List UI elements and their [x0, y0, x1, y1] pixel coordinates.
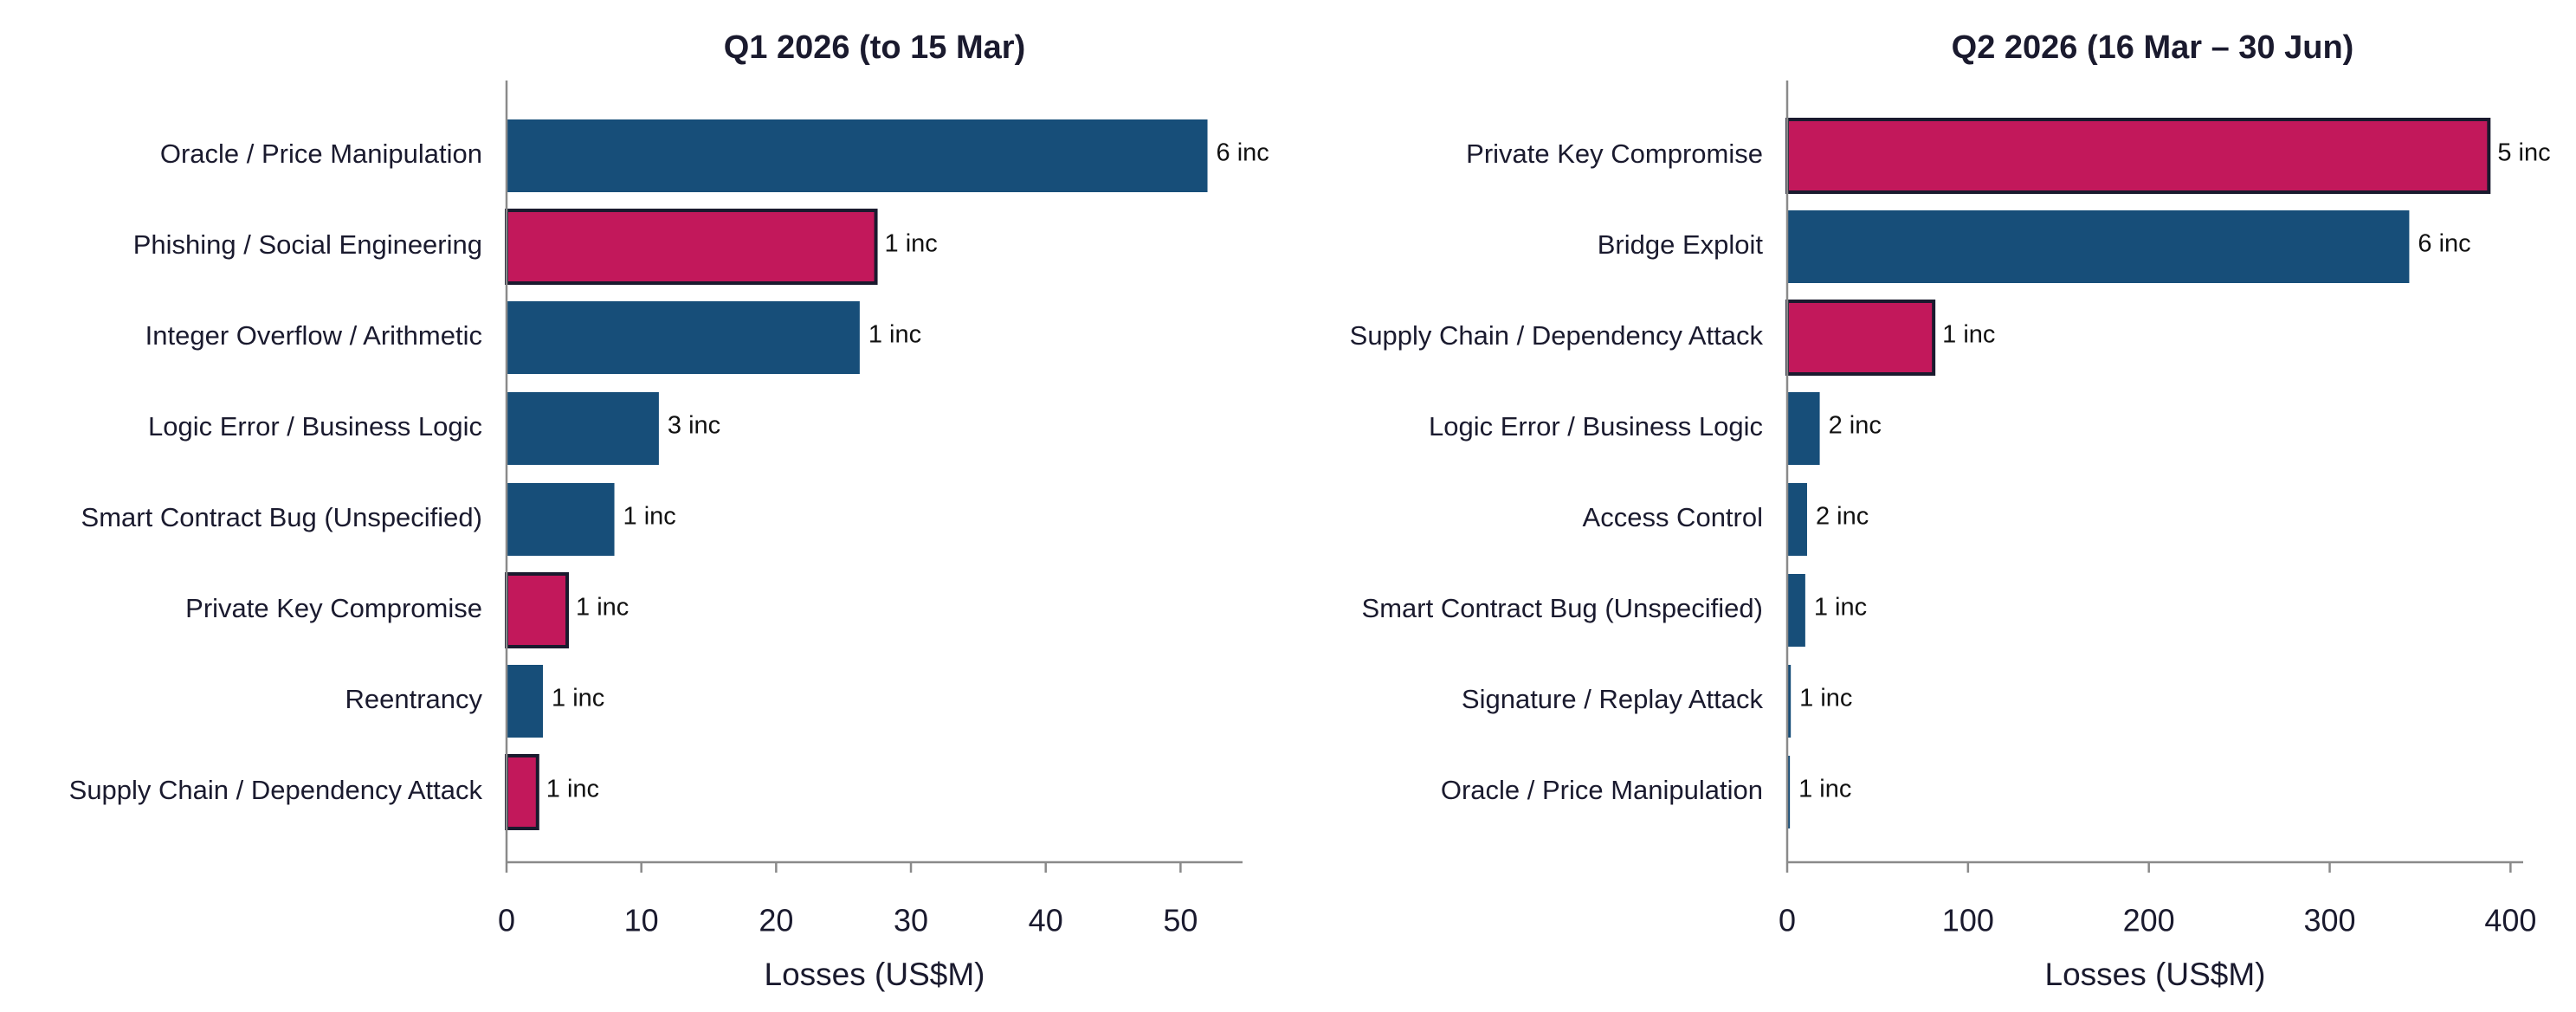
- bar: [507, 392, 659, 465]
- x-axis-title: Losses (US$M): [765, 957, 985, 992]
- category-label: Integer Overflow / Arithmetic: [145, 320, 482, 351]
- data-label: 1 inc: [1814, 594, 1867, 622]
- x-axis-title: Losses (US$M): [2045, 957, 2266, 992]
- x-tick-label: 100: [1942, 903, 1994, 938]
- category-label: Smart Contract Bug (Unspecified): [1362, 593, 1763, 623]
- bar: [505, 754, 539, 830]
- x-tick-label: 40: [1029, 903, 1063, 938]
- data-label: 1 inc: [623, 503, 676, 531]
- data-label: 1 inc: [1942, 321, 1995, 349]
- category-label: Logic Error / Business Logic: [148, 411, 482, 442]
- data-label: 6 inc: [2418, 230, 2470, 258]
- data-label: 1 inc: [868, 321, 921, 349]
- data-label: 2 inc: [1829, 412, 1882, 440]
- category-label: Private Key Compromise: [1466, 139, 1763, 169]
- category-label: Logic Error / Business Logic: [1429, 411, 1763, 442]
- bar: [507, 119, 1208, 192]
- bar: [507, 483, 615, 556]
- x-tick-label: 0: [1779, 903, 1796, 938]
- bar: [1787, 392, 1820, 465]
- data-label: 1 inc: [546, 776, 599, 803]
- bar: [505, 209, 878, 285]
- category-label: Private Key Compromise: [185, 593, 482, 623]
- x-tick-label: 200: [2123, 903, 2175, 938]
- category-label: Access Control: [1583, 502, 1763, 532]
- category-label: Supply Chain / Dependency Attack: [69, 775, 483, 805]
- x-tick-label: 10: [624, 903, 659, 938]
- data-label: 1 inc: [1799, 685, 1852, 712]
- data-label: 2 inc: [1816, 503, 1869, 531]
- bar: [505, 572, 570, 648]
- bar: [1787, 210, 2410, 283]
- category-label: Oracle / Price Manipulation: [160, 139, 482, 169]
- category-label: Bridge Exploit: [1598, 229, 1764, 260]
- chart-title: Q2 2026 (16 Mar – 30 Jun): [1952, 29, 2354, 66]
- data-label: 1 inc: [552, 685, 604, 712]
- bar: [1787, 756, 1791, 828]
- data-label: 6 inc: [1217, 139, 1269, 167]
- x-tick-label: 0: [498, 903, 515, 938]
- x-tick-label: 400: [2484, 903, 2536, 938]
- category-label: Smart Contract Bug (Unspecified): [81, 502, 482, 532]
- category-label: Supply Chain / Dependency Attack: [1350, 320, 1764, 351]
- bar: [1785, 300, 1936, 376]
- bar: [1785, 118, 2491, 194]
- data-label: 1 inc: [1798, 776, 1851, 803]
- chart-panel-q2: Q2 2026 (16 Mar – 30 Jun) Private Key Com…: [1350, 29, 2551, 992]
- x-tick-label: 30: [894, 903, 928, 938]
- x-tick-label: 20: [759, 903, 793, 938]
- x-tick-label: 50: [1163, 903, 1198, 938]
- category-label: Reentrancy: [345, 684, 482, 714]
- data-label: 5 inc: [2497, 139, 2550, 167]
- chart-panel-q1: Q1 2026 (to 15 Mar) Oracle / Price Manipu…: [69, 29, 1269, 992]
- category-label: Phishing / Social Engineering: [133, 229, 482, 260]
- category-label: Oracle / Price Manipulation: [1441, 775, 1763, 805]
- x-tick-label: 300: [2303, 903, 2355, 938]
- data-label: 1 inc: [576, 594, 629, 622]
- chart-title: Q1 2026 (to 15 Mar): [724, 29, 1025, 66]
- bar: [1787, 665, 1792, 738]
- data-label: 1 inc: [885, 230, 938, 258]
- bar: [1787, 483, 1807, 556]
- data-label: 3 inc: [668, 412, 720, 440]
- bar: [1787, 574, 1805, 647]
- category-label: Signature / Replay Attack: [1462, 684, 1764, 714]
- bar: [507, 665, 544, 738]
- bar: [507, 301, 860, 374]
